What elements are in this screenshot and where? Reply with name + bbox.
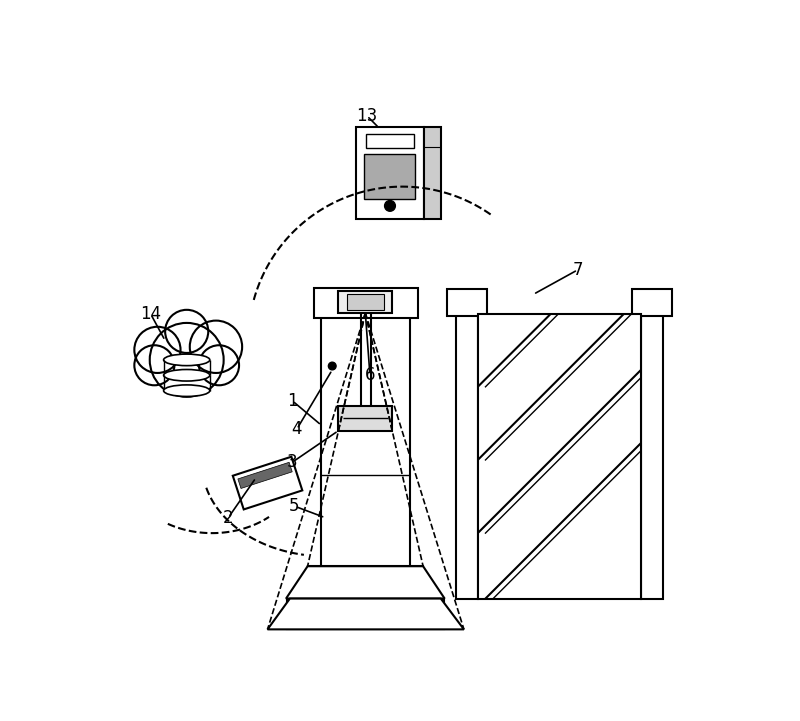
Text: 7: 7	[573, 261, 583, 279]
Circle shape	[134, 345, 174, 385]
Bar	[233, 456, 302, 510]
Text: 13: 13	[356, 107, 378, 125]
Bar	[641, 314, 662, 598]
Text: 4: 4	[291, 420, 302, 438]
Bar	[632, 289, 672, 316]
Bar	[456, 314, 478, 598]
Text: 5: 5	[290, 497, 300, 516]
Circle shape	[328, 362, 336, 370]
Bar	[424, 127, 441, 219]
Polygon shape	[267, 598, 464, 629]
Bar	[338, 291, 392, 313]
Ellipse shape	[163, 354, 210, 366]
Circle shape	[165, 310, 208, 353]
Bar	[366, 134, 414, 148]
Text: 14: 14	[140, 305, 161, 323]
Polygon shape	[286, 566, 445, 598]
Bar	[314, 288, 418, 317]
Circle shape	[150, 323, 224, 397]
Text: 1: 1	[287, 392, 298, 410]
Text: 6: 6	[365, 366, 375, 384]
Bar	[347, 294, 384, 310]
Circle shape	[134, 327, 181, 373]
Bar	[478, 314, 641, 598]
Text: 2: 2	[223, 509, 234, 527]
Bar	[447, 289, 487, 316]
Circle shape	[385, 200, 395, 211]
Bar	[322, 314, 410, 567]
Bar	[356, 127, 424, 219]
Bar	[338, 406, 392, 430]
Bar	[287, 598, 444, 629]
Ellipse shape	[163, 385, 210, 397]
Bar	[307, 566, 423, 598]
Ellipse shape	[163, 369, 210, 381]
Bar	[238, 462, 292, 488]
Circle shape	[199, 345, 239, 385]
Text: 3: 3	[287, 454, 298, 472]
Bar	[364, 154, 414, 199]
Circle shape	[190, 321, 242, 373]
